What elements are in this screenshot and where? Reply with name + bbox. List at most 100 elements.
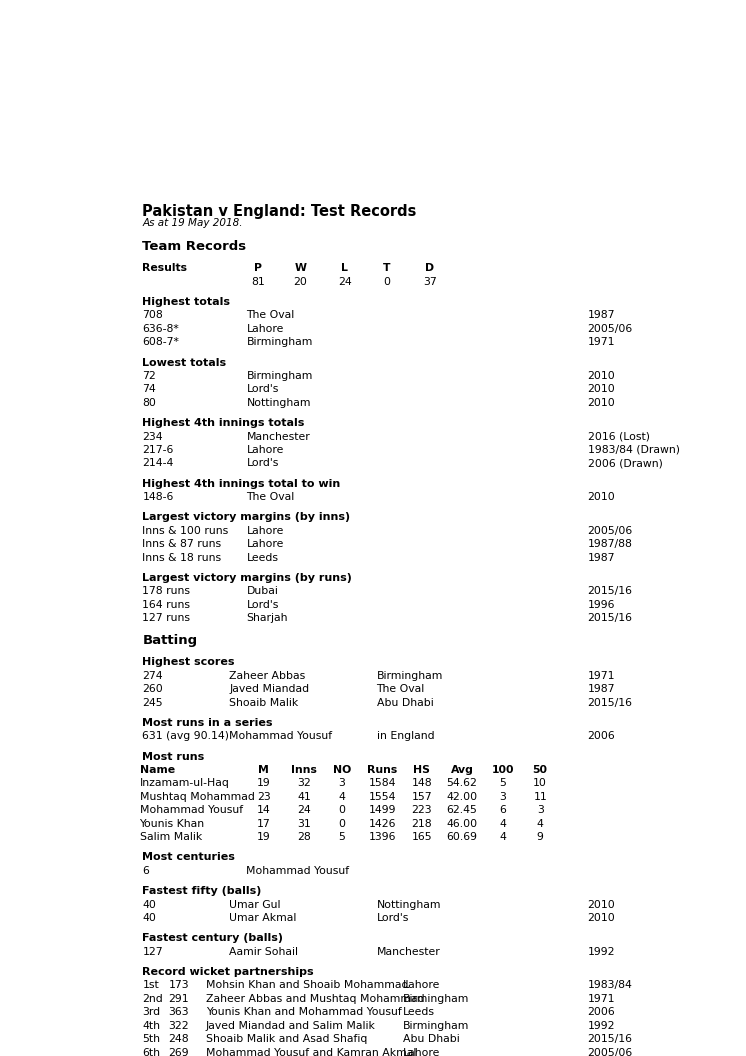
Text: 3: 3 [339,778,345,789]
Text: 0: 0 [383,277,390,286]
Text: 173: 173 [169,980,189,991]
Text: Younis Khan: Younis Khan [140,818,204,829]
Text: 1499: 1499 [369,806,396,815]
Text: 2010: 2010 [588,913,615,923]
Text: Mohammad Yousuf: Mohammad Yousuf [140,806,242,815]
Text: Lahore: Lahore [246,324,283,334]
Text: Inns: Inns [292,765,317,775]
Text: 11: 11 [533,792,547,802]
Text: 20: 20 [293,277,307,286]
Text: Results: Results [142,263,187,274]
Text: Lahore: Lahore [403,1048,440,1056]
Text: 2010: 2010 [588,900,615,909]
Text: 54.62: 54.62 [447,778,477,789]
Text: 1426: 1426 [369,818,396,829]
Text: 1554: 1554 [369,792,396,802]
Text: Lowest totals: Lowest totals [142,358,227,367]
Text: 363: 363 [169,1007,189,1017]
Text: Highest scores: Highest scores [142,657,235,667]
Text: 1983/84: 1983/84 [588,980,633,991]
Text: The Oval: The Oval [246,492,295,502]
Text: 46.00: 46.00 [447,818,477,829]
Text: Lord's: Lord's [377,913,409,923]
Text: 2016 (Lost): 2016 (Lost) [588,432,650,441]
Text: Leeds: Leeds [246,552,278,563]
Text: 1992: 1992 [588,947,615,957]
Text: 1584: 1584 [369,778,396,789]
Text: Leeds: Leeds [403,1007,435,1017]
Text: HS: HS [413,765,430,775]
Text: 5th: 5th [142,1034,160,1044]
Text: 1st: 1st [142,980,159,991]
Text: Zaheer Abbas and Mushtaq Mohammad: Zaheer Abbas and Mushtaq Mohammad [206,994,424,1004]
Text: Salim Malik: Salim Malik [140,832,201,842]
Text: Mushtaq Mohammad: Mushtaq Mohammad [140,792,254,802]
Text: 1983/84 (Drawn): 1983/84 (Drawn) [588,445,680,455]
Text: 3: 3 [499,792,506,802]
Text: W: W [294,263,306,274]
Text: 2010: 2010 [588,384,615,394]
Text: D: D [425,263,434,274]
Text: Mohammad Yousuf: Mohammad Yousuf [246,866,350,875]
Text: Inns & 100 runs: Inns & 100 runs [142,526,228,535]
Text: 80: 80 [142,398,156,408]
Text: Runs: Runs [367,765,398,775]
Text: Lord's: Lord's [246,384,279,394]
Text: 5: 5 [499,778,506,789]
Text: 4: 4 [499,818,506,829]
Text: Younis Khan and Mohammad Yousuf: Younis Khan and Mohammad Yousuf [206,1007,402,1017]
Text: Lahore: Lahore [403,980,440,991]
Text: 0: 0 [339,818,345,829]
Text: 217-6: 217-6 [142,445,174,455]
Text: Umar Akmal: Umar Akmal [229,913,296,923]
Text: Shoaib Malik and Asad Shafiq: Shoaib Malik and Asad Shafiq [206,1034,367,1044]
Text: Dubai: Dubai [246,586,278,597]
Text: 148: 148 [411,778,432,789]
Text: 708: 708 [142,310,163,320]
Text: 165: 165 [411,832,432,842]
Text: 5: 5 [339,832,345,842]
Text: Umar Gul: Umar Gul [229,900,280,909]
Text: Abu Dhabi: Abu Dhabi [403,1034,460,1044]
Text: 41: 41 [298,792,311,802]
Text: 2005/06: 2005/06 [588,324,633,334]
Text: 81: 81 [251,277,265,286]
Text: 1396: 1396 [369,832,396,842]
Text: Javed Miandad: Javed Miandad [229,684,310,694]
Text: 72: 72 [142,371,156,381]
Text: Mohammad Yousuf and Kamran Akmal: Mohammad Yousuf and Kamran Akmal [206,1048,416,1056]
Text: 28: 28 [298,832,311,842]
Text: As at 19 May 2018.: As at 19 May 2018. [142,218,243,228]
Text: 1971: 1971 [588,671,615,681]
Text: 4th: 4th [142,1021,160,1031]
Text: 1971: 1971 [588,994,615,1004]
Text: 24: 24 [338,277,351,286]
Text: Shoaib Malik: Shoaib Malik [229,698,298,708]
Text: 0: 0 [339,806,345,815]
Text: Inns & 87 runs: Inns & 87 runs [142,540,222,549]
Text: 3: 3 [536,806,544,815]
Text: Pakistan v England: Test Records: Pakistan v England: Test Records [142,204,417,219]
Text: Fastest century (balls): Fastest century (balls) [142,934,283,943]
Text: 291: 291 [169,994,189,1004]
Text: 157: 157 [411,792,432,802]
Text: 234: 234 [142,432,163,441]
Text: in England: in England [377,731,434,741]
Text: Highest 4th innings total to win: Highest 4th innings total to win [142,478,341,489]
Text: Lord's: Lord's [246,458,279,469]
Text: 50: 50 [533,765,548,775]
Text: 2006: 2006 [588,1007,615,1017]
Text: Lahore: Lahore [246,445,283,455]
Text: 127 runs: 127 runs [142,614,190,623]
Text: 269: 269 [169,1048,189,1056]
Text: 62.45: 62.45 [447,806,477,815]
Text: 2005/06: 2005/06 [588,1048,633,1056]
Text: 218: 218 [411,818,432,829]
Text: 248: 248 [169,1034,189,1044]
Text: 32: 32 [298,778,311,789]
Text: 2006: 2006 [588,731,615,741]
Text: 60.69: 60.69 [447,832,477,842]
Text: 6: 6 [142,866,149,875]
Text: Largest victory margins (by runs): Largest victory margins (by runs) [142,573,352,583]
Text: Record wicket partnerships: Record wicket partnerships [142,967,314,977]
